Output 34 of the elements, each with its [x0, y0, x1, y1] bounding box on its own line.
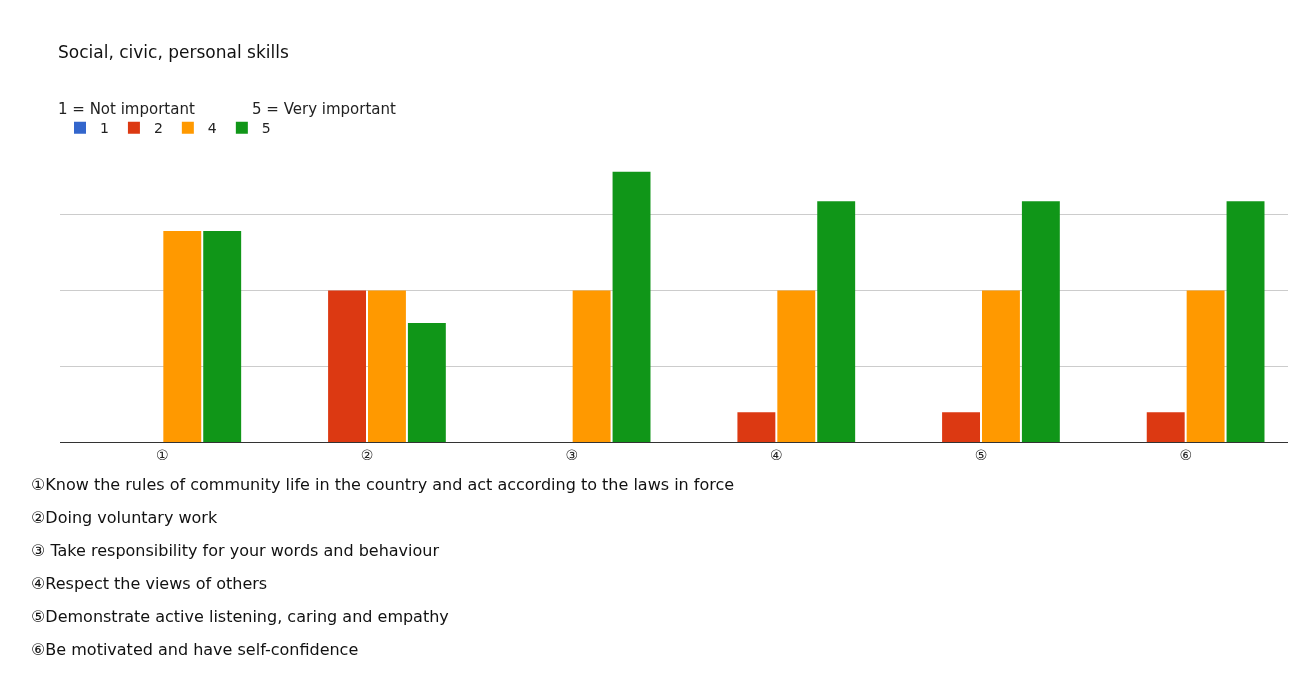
- bar: [1021, 201, 1060, 442]
- x-tick-label: ②: [360, 446, 374, 463]
- text: ⑥Be motivated and have self-confidence: [31, 640, 359, 659]
- legend-label: 2: [153, 120, 163, 137]
- text: ③ Take responsibility for your words and behaviour: [31, 541, 440, 560]
- x-tick-label: ⑤: [974, 446, 988, 463]
- legend-label: 1: [100, 120, 109, 137]
- bar: [982, 290, 1020, 442]
- bar: [328, 290, 366, 442]
- bar: [203, 231, 242, 442]
- legend-label: 5: [261, 120, 271, 137]
- bar: [737, 412, 776, 442]
- x-tick-label: ③: [565, 446, 578, 463]
- bar: [407, 323, 446, 442]
- x-tick-label: ⑥: [1179, 446, 1192, 463]
- x-tick-label: ①: [156, 446, 169, 463]
- bar: [942, 412, 980, 442]
- text: ④Respect the views of others: [31, 574, 268, 593]
- bar: [163, 231, 202, 442]
- chart-subtitle: 1 = Not important 5 = Very important: [58, 100, 397, 118]
- text: ①Know the rules of community life in the country and act according to the laws in force: [31, 475, 735, 494]
- bar: [572, 290, 611, 442]
- bar: [1146, 412, 1185, 442]
- text: ②Doing voluntary work: [31, 508, 218, 527]
- chart-title: Social, civic, personal skills: [58, 42, 289, 62]
- bar: [1186, 290, 1225, 442]
- legend-label: 4: [207, 120, 217, 137]
- bar: [777, 290, 816, 442]
- bar: [368, 290, 406, 442]
- text: ⑤Demonstrate active listening, caring and empathy: [31, 607, 449, 626]
- x-tick-label: ④: [770, 446, 783, 463]
- bar: [612, 171, 651, 442]
- bar: [1226, 201, 1265, 442]
- bar: [817, 201, 856, 442]
